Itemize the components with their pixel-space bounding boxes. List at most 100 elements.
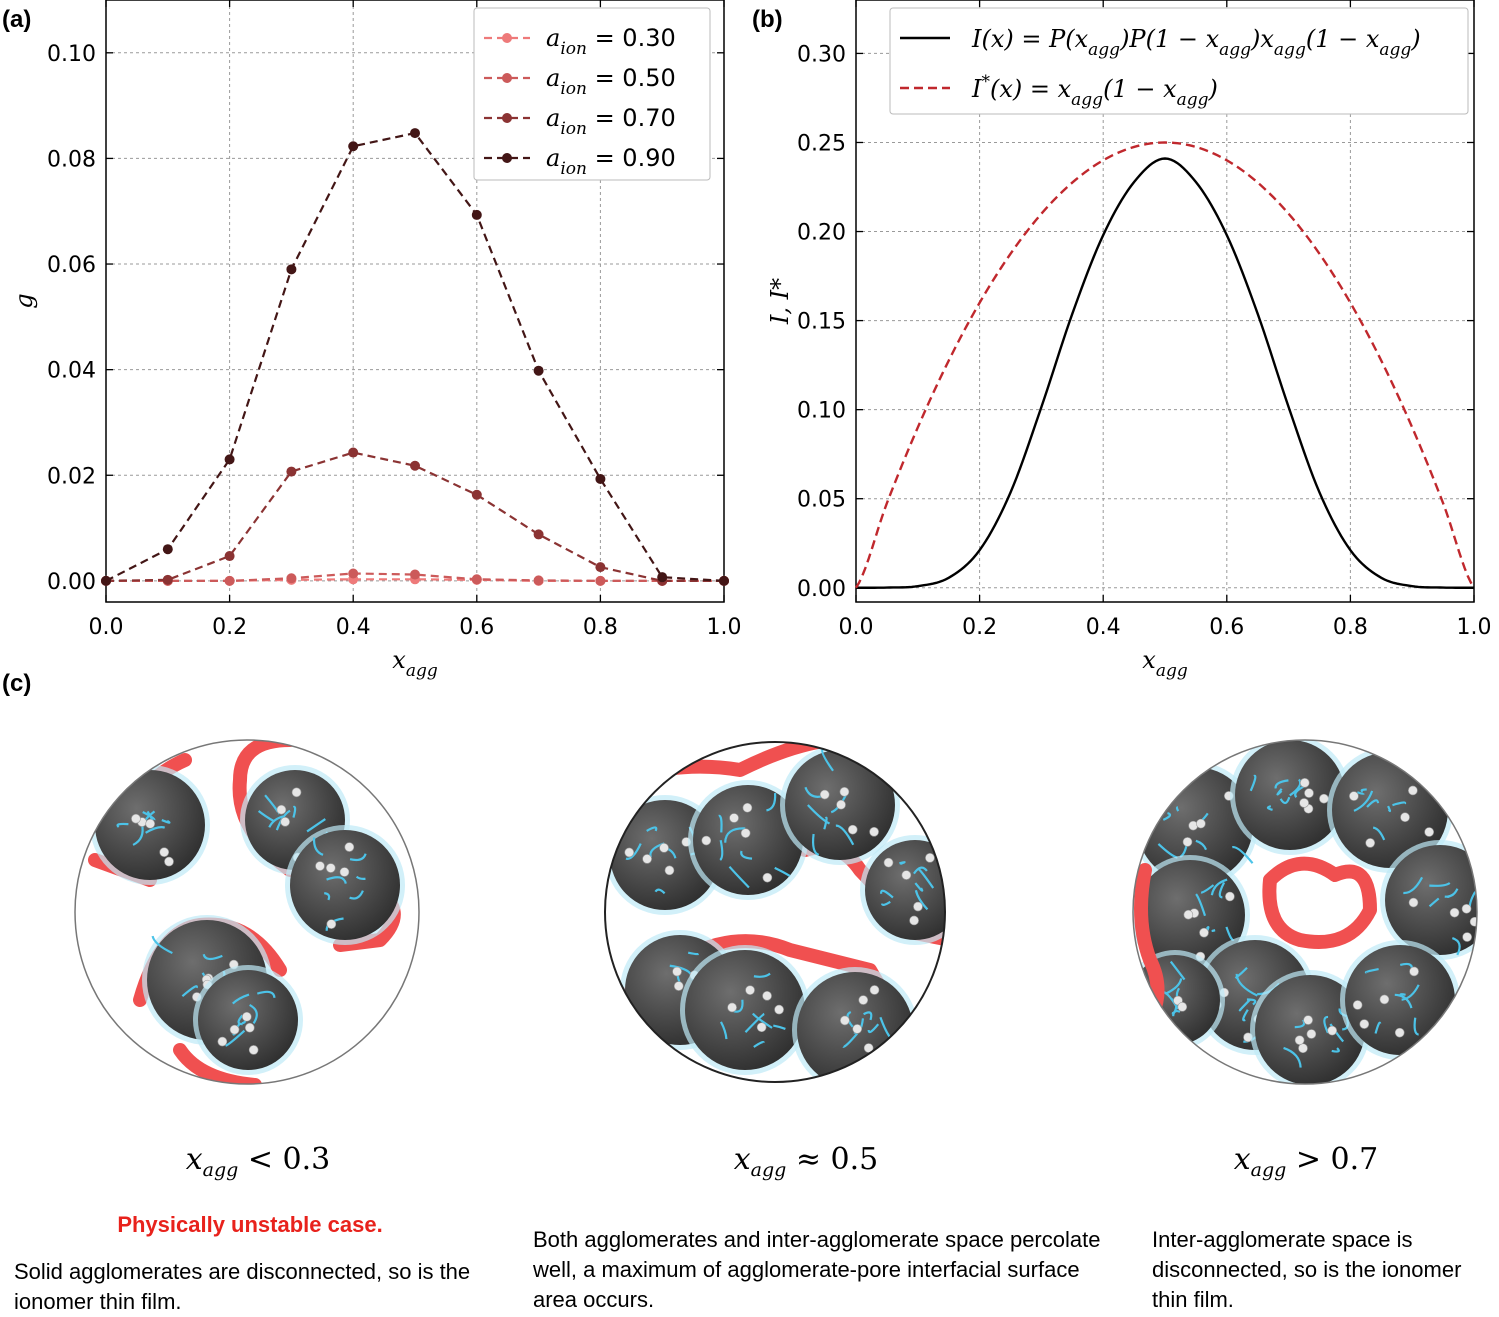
chart-a-point <box>162 544 173 555</box>
chart-a-point <box>162 574 173 585</box>
chart-a-xtick-label: 0.4 <box>336 615 371 640</box>
catalyst-particle <box>326 919 337 929</box>
case-label-mid: xagg ≈ 0.5 <box>733 1142 879 1181</box>
catalyst-particle <box>1154 792 1165 803</box>
water-channel <box>202 953 223 961</box>
water-channel <box>823 816 828 830</box>
chart-a-ylabel: g <box>10 293 38 308</box>
chart-a-point <box>657 572 668 583</box>
water-channel <box>1394 993 1413 1009</box>
catalyst-particle <box>339 867 350 877</box>
water-channel <box>1172 1009 1181 1017</box>
water-channel <box>687 951 700 956</box>
chart-a-point <box>595 575 606 586</box>
catalyst-particle <box>863 1043 874 1053</box>
water-channel <box>256 990 276 999</box>
water-channel <box>1211 929 1216 932</box>
chart-b-xlabel: xagg <box>1142 646 1188 680</box>
catalyst-particle <box>1135 1001 1146 1012</box>
water-channel <box>728 865 750 889</box>
catalyst-particle <box>847 824 858 835</box>
water-channel <box>625 843 642 860</box>
water-channel <box>880 900 891 906</box>
catalyst-particle <box>276 804 287 815</box>
water-channel <box>355 875 366 880</box>
chart-a-point <box>224 551 235 562</box>
chart-a-legend-label: aion = 0.50 <box>546 64 676 99</box>
chart-a-legend-marker <box>502 73 512 83</box>
chart-a-ytick-label: 0.06 <box>47 253 96 278</box>
chart-a-xtick-label: 0.8 <box>583 615 618 640</box>
catalyst-particle <box>664 865 675 876</box>
case-label-low: xagg < 0.3 <box>185 1142 331 1181</box>
water-channel <box>719 1021 728 1040</box>
chart-a: 0.0 0.2 0.4 0.6 0.8 1.0 0.00 0.02 0.04 0.06 0.08 0.… <box>10 0 742 680</box>
catalyst-particle <box>762 872 773 883</box>
chart-b-legend: I(x) = P(xagg)P(1 − xagg)xagg(1 − xagg)I… <box>889 7 1469 115</box>
water-channel <box>161 819 171 824</box>
catalyst-particle <box>145 818 155 829</box>
catalyst-particle <box>1182 837 1193 847</box>
water-channel <box>1387 805 1392 813</box>
water-channel <box>753 972 771 978</box>
panel-label-b: (b) <box>752 6 783 33</box>
water-channel <box>1323 1015 1329 1034</box>
water-channel <box>724 827 746 843</box>
catalyst-particle <box>1319 793 1329 804</box>
catalyst-particle <box>344 842 355 852</box>
catalyst-particle <box>1306 1029 1317 1039</box>
catalyst-particle <box>1304 788 1314 798</box>
water-channel <box>1238 998 1252 1012</box>
chart-b-frame <box>855 0 1475 603</box>
water-channel <box>867 1023 880 1034</box>
catalyst-particle <box>745 985 755 995</box>
water-channel <box>1360 788 1367 793</box>
water-channel <box>1210 878 1228 896</box>
water-channel <box>268 815 284 828</box>
chart-a-legend-label: aion = 0.30 <box>546 24 676 59</box>
catalyst-particle <box>1303 1015 1313 1025</box>
catalyst-particle <box>701 835 712 846</box>
water-channel <box>1366 799 1380 808</box>
catalyst-particle <box>1199 927 1209 938</box>
water-channel <box>1399 993 1406 999</box>
water-channel <box>1242 1009 1249 1022</box>
water-channel <box>740 850 753 860</box>
chart-a-legend-marker <box>502 153 512 163</box>
chart-a-ytick-label: 0.08 <box>47 147 96 172</box>
catalyst-particle <box>1225 891 1235 902</box>
chart-b-xtick-label: 0.6 <box>1209 615 1244 640</box>
water-channel <box>654 888 666 895</box>
catalyst-particle <box>883 857 894 868</box>
chart-b-series-i <box>856 157 1474 589</box>
chart-a-legend-label: aion = 0.90 <box>546 144 676 179</box>
catalyst-particle <box>1359 1019 1370 1029</box>
water-channel <box>821 748 834 772</box>
catalyst-particle <box>1449 907 1460 918</box>
catalyst-particle <box>819 789 830 800</box>
catalyst-particle <box>291 787 302 798</box>
water-channel <box>249 1003 258 1024</box>
water-channel <box>1451 936 1461 956</box>
water-channel <box>811 833 820 856</box>
water-channel <box>733 999 744 1013</box>
chart-a-xtick-label: 1.0 <box>707 615 742 640</box>
water-channel <box>1195 893 1207 917</box>
chart-a-point <box>410 460 420 471</box>
catalyst-particle <box>742 802 753 813</box>
water-channel <box>719 839 724 861</box>
catalyst-particle <box>1424 827 1434 837</box>
chart-b-ytick-label: 0.25 <box>797 131 846 156</box>
chart-a-series-line <box>105 451 724 582</box>
water-channel <box>312 837 324 856</box>
chart-b-ylabel: I, I* <box>766 278 794 325</box>
panel-label-c: (c) <box>2 670 32 697</box>
case-description-mid: Both agglomerates and inter-agglomerate … <box>533 1227 1101 1312</box>
chart-a-point <box>224 575 235 586</box>
catalyst-particle <box>925 853 935 863</box>
catalyst-particle <box>1183 909 1194 920</box>
water-channel <box>1401 984 1420 1001</box>
water-channel <box>1444 888 1459 898</box>
chart-a-legend-marker <box>502 33 512 43</box>
water-channel <box>1403 876 1424 895</box>
